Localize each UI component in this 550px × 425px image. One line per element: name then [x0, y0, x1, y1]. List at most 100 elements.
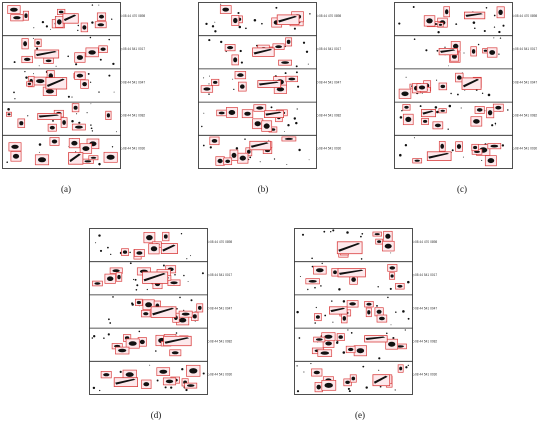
debris-speck: [33, 27, 35, 29]
strip-label: 08 44 470 0898: [210, 240, 232, 244]
debris-speck: [407, 364, 409, 367]
particle-blob: [333, 270, 337, 275]
debris-speck: [296, 108, 298, 110]
debris-speck: [55, 65, 57, 67]
debris-speck: [407, 280, 410, 284]
particle-blob: [143, 382, 150, 387]
debris-speck: [332, 321, 334, 323]
debris-speck: [404, 329, 406, 331]
debris-speck: [131, 302, 134, 305]
particle-blob: [498, 9, 503, 15]
particle-blob: [385, 233, 391, 239]
particle-blob: [24, 57, 31, 62]
debris-speck: [134, 278, 137, 281]
debris-speck: [98, 234, 101, 237]
debris-speck: [402, 310, 405, 313]
particle-blob: [351, 277, 356, 282]
particle-blob: [94, 282, 101, 285]
debris-speck: [190, 255, 192, 257]
strip-marker-icon: [316, 14, 319, 17]
particle-blob: [163, 234, 168, 239]
particle-blob: [457, 75, 462, 80]
particle-blob: [356, 348, 365, 354]
debris-speck: [90, 127, 93, 130]
debris-speck: [493, 37, 495, 39]
debris-speck: [307, 63, 309, 65]
debris-speck: [407, 317, 410, 320]
strip-label: 08 44 541 0047: [319, 80, 341, 84]
debris-speck: [76, 113, 78, 115]
particle-blob: [265, 111, 282, 116]
strip-marker-icon: [512, 48, 515, 51]
debris-speck: [472, 21, 476, 24]
particle-blob: [19, 121, 24, 126]
strip-marker-icon: [120, 147, 123, 150]
particle-blob: [145, 302, 152, 308]
debris-speck: [113, 91, 115, 93]
debris-speck: [208, 83, 210, 85]
particle-blob: [487, 158, 495, 164]
particle-blob: [122, 250, 128, 254]
debris-speck: [301, 233, 305, 236]
strip-label: 08 44 541 0047: [515, 80, 537, 84]
debris-speck: [89, 81, 92, 83]
particle-blob: [476, 108, 483, 112]
debris-speck: [307, 288, 309, 291]
particle-blob: [23, 41, 27, 47]
particle-blob: [397, 284, 403, 288]
debris-speck: [7, 108, 10, 111]
particle-blob: [445, 9, 449, 15]
debris-speck: [346, 231, 349, 234]
particle-blob: [284, 137, 294, 140]
debris-speck: [202, 144, 205, 147]
strip-marker-icon: [412, 340, 415, 343]
particle-blob: [198, 305, 202, 310]
particle-blob: [405, 116, 412, 122]
debris-speck: [331, 300, 333, 302]
particle-blob: [143, 312, 149, 316]
particle-blob: [256, 106, 264, 110]
particle-blob: [276, 87, 285, 92]
debris-speck: [75, 151, 77, 153]
strip-label: 08 44 541 0082: [415, 340, 437, 344]
particle-blob: [225, 159, 231, 163]
particle-blob: [62, 120, 66, 125]
particle-blob: [211, 139, 218, 143]
strip-label: 08 44 541 0082: [319, 114, 341, 118]
debris-speck: [220, 3, 222, 5]
debris-speck: [133, 278, 135, 281]
caption-e: (e): [355, 410, 365, 420]
particle-blob: [13, 16, 21, 20]
debris-speck: [448, 104, 452, 108]
debris-speck: [112, 62, 115, 66]
debris-speck: [244, 138, 246, 140]
debris-speck: [249, 156, 252, 159]
particle-blob: [63, 14, 77, 22]
particle-blob: [162, 244, 176, 252]
debris-speck: [99, 58, 102, 61]
debris-speck: [275, 6, 278, 9]
debris-speck: [387, 296, 389, 299]
particle-blob: [82, 82, 87, 87]
debris-speck: [487, 93, 491, 97]
particle-blob: [36, 79, 45, 84]
particle-blob: [82, 25, 87, 30]
strip-label: 08 44 541 0017: [319, 47, 341, 51]
debris-speck: [303, 371, 305, 373]
particle-blob: [489, 50, 496, 55]
debris-speck: [187, 281, 189, 283]
particle-blob: [99, 14, 104, 19]
particle-blob: [367, 310, 371, 315]
debris-speck: [98, 164, 101, 166]
strip-marker-icon: [512, 14, 515, 17]
debris-speck: [394, 389, 396, 391]
debris-speck: [164, 386, 167, 389]
debris-speck: [494, 122, 497, 125]
caption-a: (a): [61, 184, 71, 194]
debris-speck: [273, 158, 276, 160]
strip-marker-icon: [412, 307, 415, 310]
detection-box: [150, 306, 177, 318]
debris-speck: [348, 390, 351, 393]
debris-speck: [239, 49, 242, 53]
debris-speck: [175, 332, 178, 334]
